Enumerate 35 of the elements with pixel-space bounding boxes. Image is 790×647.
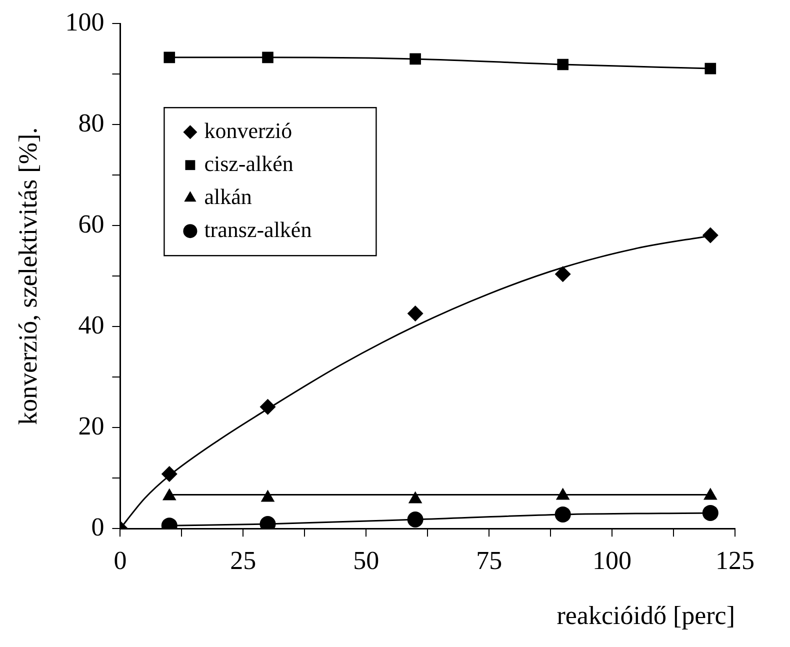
y-tick-label: 20 bbox=[78, 411, 104, 440]
point bbox=[260, 490, 275, 502]
point bbox=[161, 466, 178, 482]
point bbox=[554, 266, 571, 282]
x-tick-label: 100 bbox=[592, 546, 632, 576]
point bbox=[407, 305, 424, 322]
point bbox=[408, 491, 422, 504]
y-tick-label: 0 bbox=[91, 512, 104, 542]
x-tick-label: 125 bbox=[716, 546, 754, 576]
point bbox=[164, 52, 176, 64]
point bbox=[702, 504, 718, 521]
y-axis-title: konverzió, szelektivitás [%]. bbox=[13, 127, 42, 425]
legend-label: transz-alkén bbox=[204, 216, 312, 242]
point bbox=[557, 58, 569, 70]
point bbox=[162, 488, 176, 500]
y-tick-label: 40 bbox=[78, 310, 104, 340]
y-tick-label: 80 bbox=[78, 108, 104, 138]
point bbox=[702, 227, 718, 244]
point bbox=[704, 62, 716, 74]
point bbox=[554, 506, 571, 522]
legend-label: cisz-alkén bbox=[204, 150, 294, 176]
x-tick-label: 25 bbox=[230, 546, 256, 576]
legend-label: alkán bbox=[204, 184, 252, 209]
legend-label: konverzió bbox=[204, 118, 292, 143]
point bbox=[556, 488, 570, 500]
x-axis-title: reakcióidő [perc] bbox=[556, 601, 735, 630]
point bbox=[703, 488, 718, 500]
x-tick-label: 0 bbox=[114, 546, 127, 576]
point bbox=[262, 52, 274, 64]
x-tick-label: 50 bbox=[353, 546, 380, 576]
x-tick-label: 75 bbox=[476, 546, 502, 576]
point bbox=[410, 53, 421, 65]
point bbox=[260, 398, 276, 415]
y-tick-label: 60 bbox=[78, 209, 104, 238]
y-tick-label: 100 bbox=[65, 7, 104, 36]
